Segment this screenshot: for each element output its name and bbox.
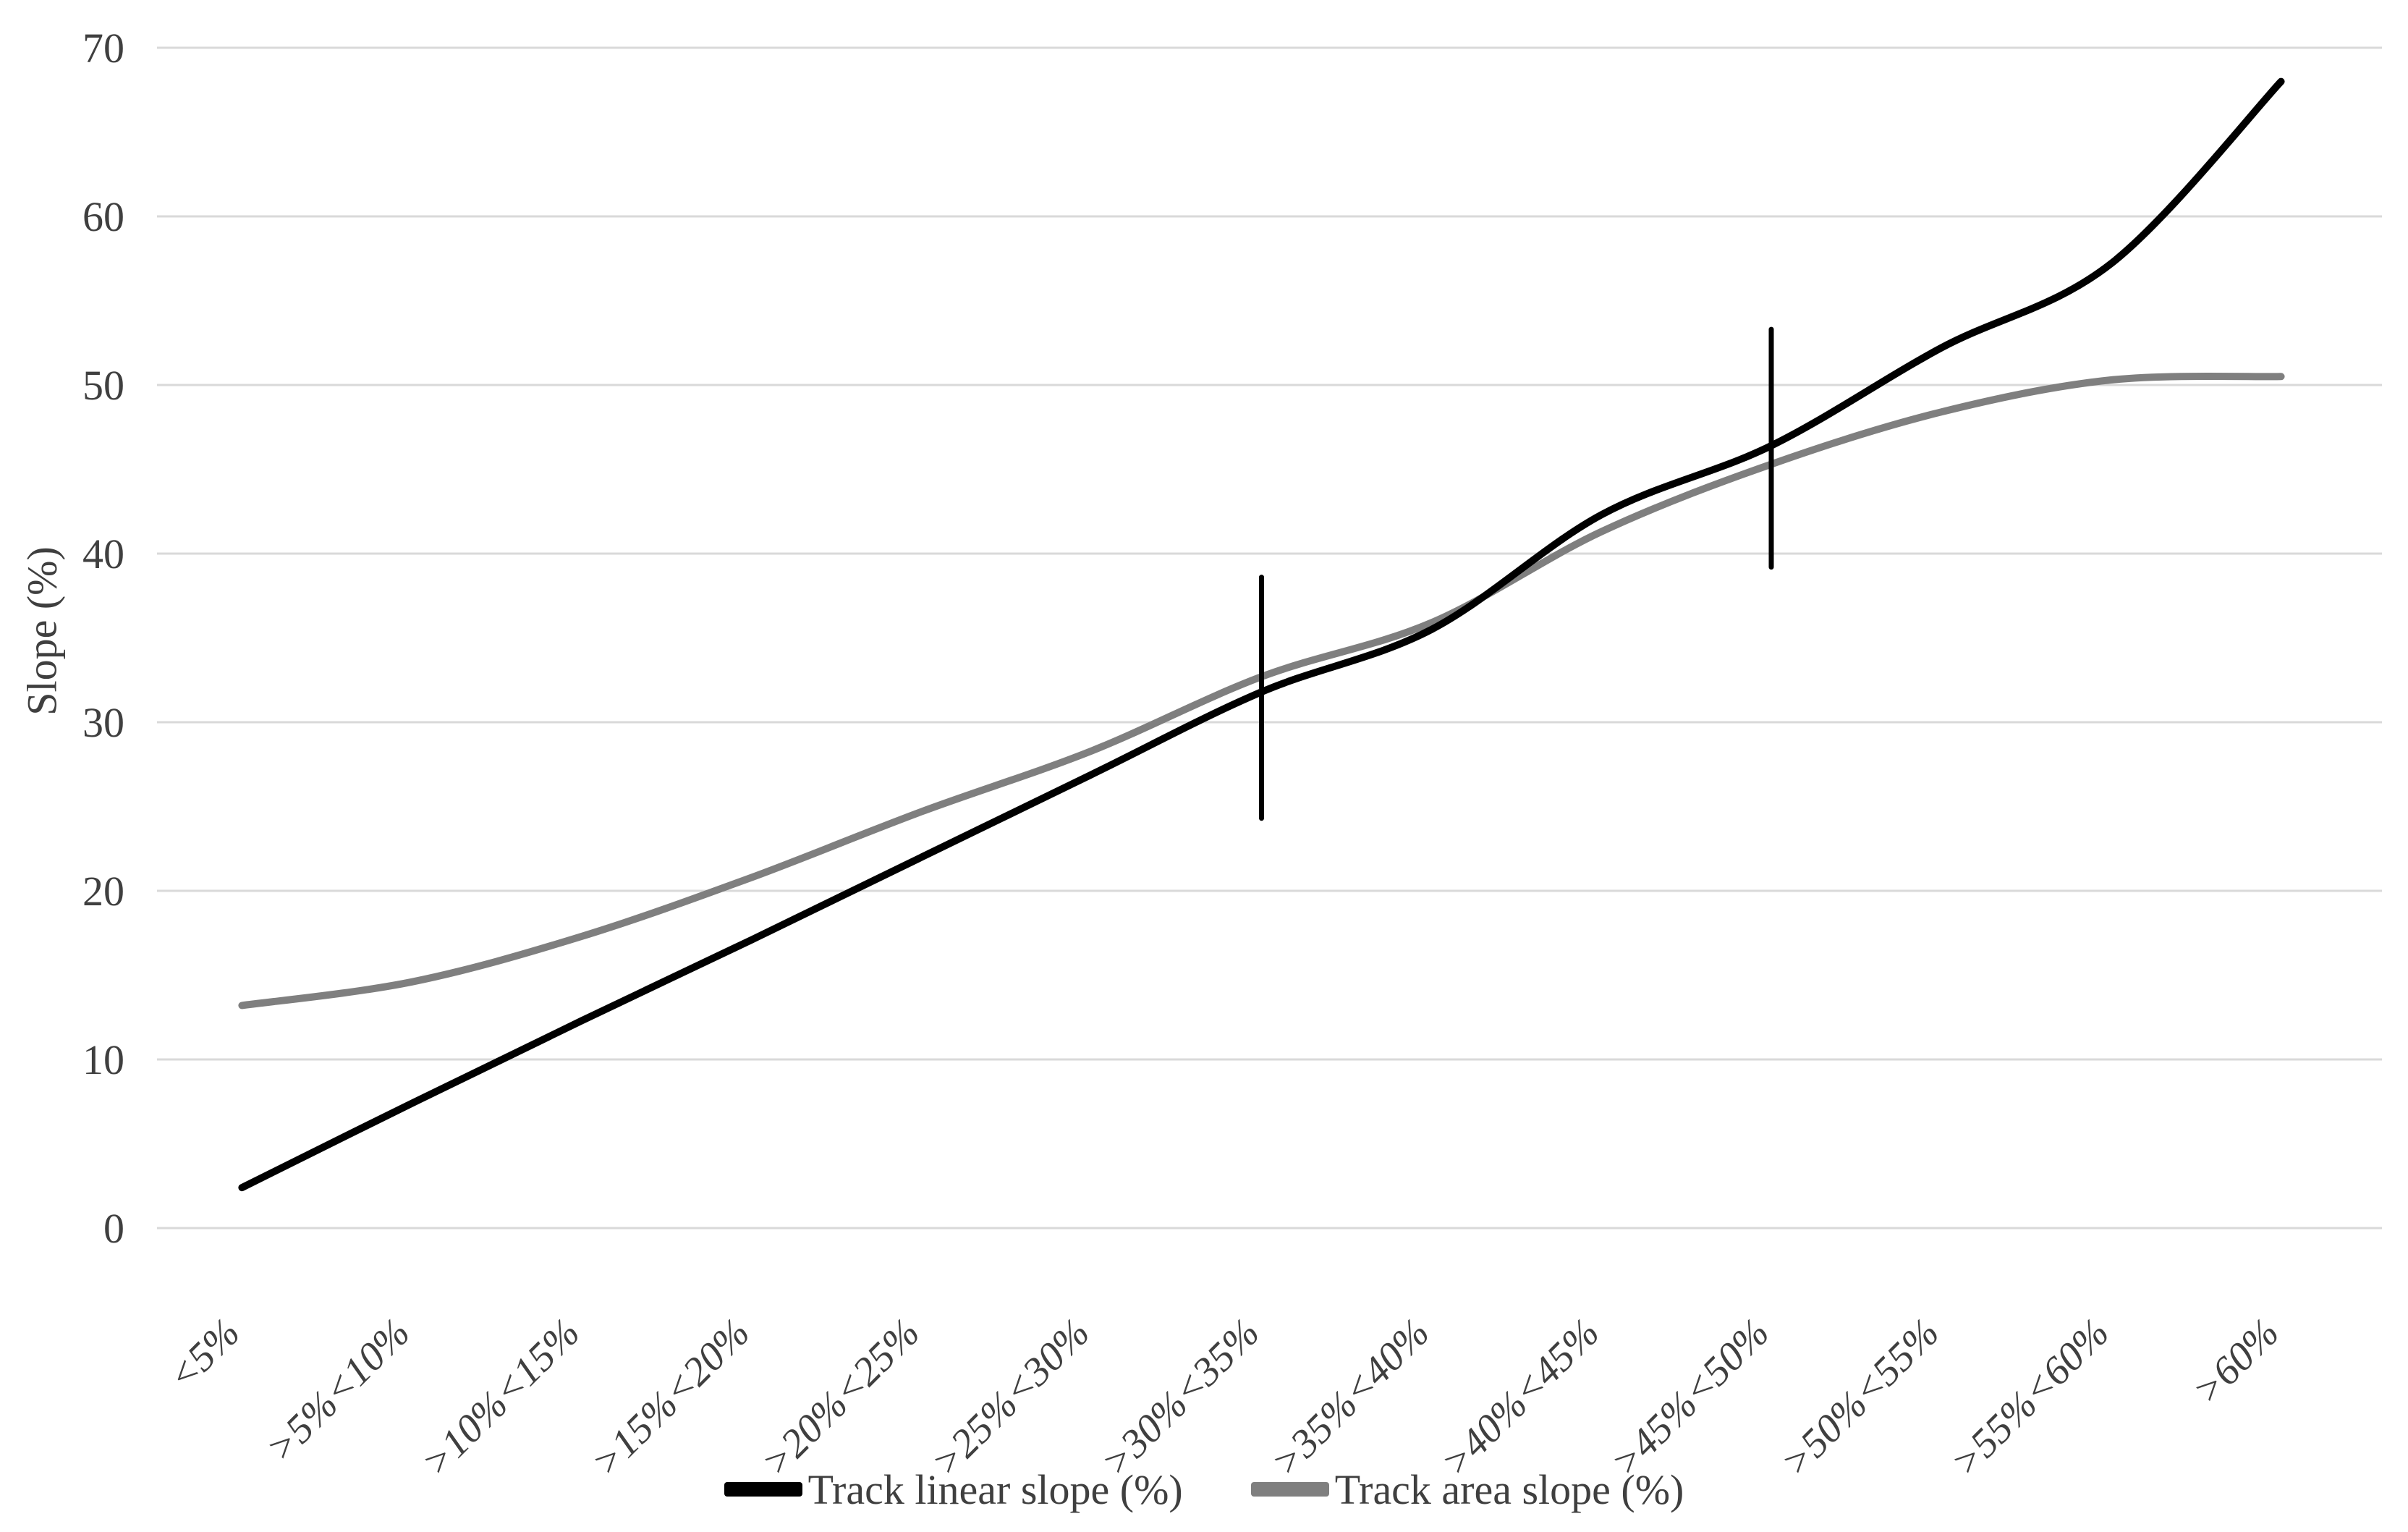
- y-axis-tick-label: 40: [82, 530, 124, 577]
- legend-item-track-area-slope: Track area slope (%): [1250, 1465, 1684, 1514]
- y-axis-tick-label: 10: [82, 1036, 124, 1083]
- y-axis-tick-label: 60: [82, 193, 124, 240]
- legend-item-track-linear-slope: Track linear slope (%): [724, 1465, 1183, 1514]
- x-axis-category-label: <5%: [159, 1310, 248, 1399]
- x-axis-category-label: >60%: [2184, 1310, 2288, 1413]
- x-axis-category-label: >5%<10%: [258, 1310, 419, 1471]
- y-axis-tick-label: 50: [82, 362, 124, 409]
- y-axis-tick-label: 0: [103, 1205, 124, 1252]
- y-axis-tick-label: 30: [82, 699, 124, 746]
- y-axis-title: Slope (%): [18, 546, 66, 716]
- y-axis-tick-label: 70: [82, 25, 124, 72]
- legend-swatch-track-linear-slope: [724, 1482, 802, 1497]
- chart-legend: Track linear slope (%) Track area slope …: [0, 1459, 2408, 1520]
- legend-label-track-linear-slope: Track linear slope (%): [807, 1465, 1183, 1513]
- y-axis-tick-label: 20: [82, 868, 124, 915]
- legend-swatch-track-area-slope: [1250, 1482, 1329, 1497]
- legend-label-track-area-slope: Track area slope (%): [1334, 1465, 1684, 1513]
